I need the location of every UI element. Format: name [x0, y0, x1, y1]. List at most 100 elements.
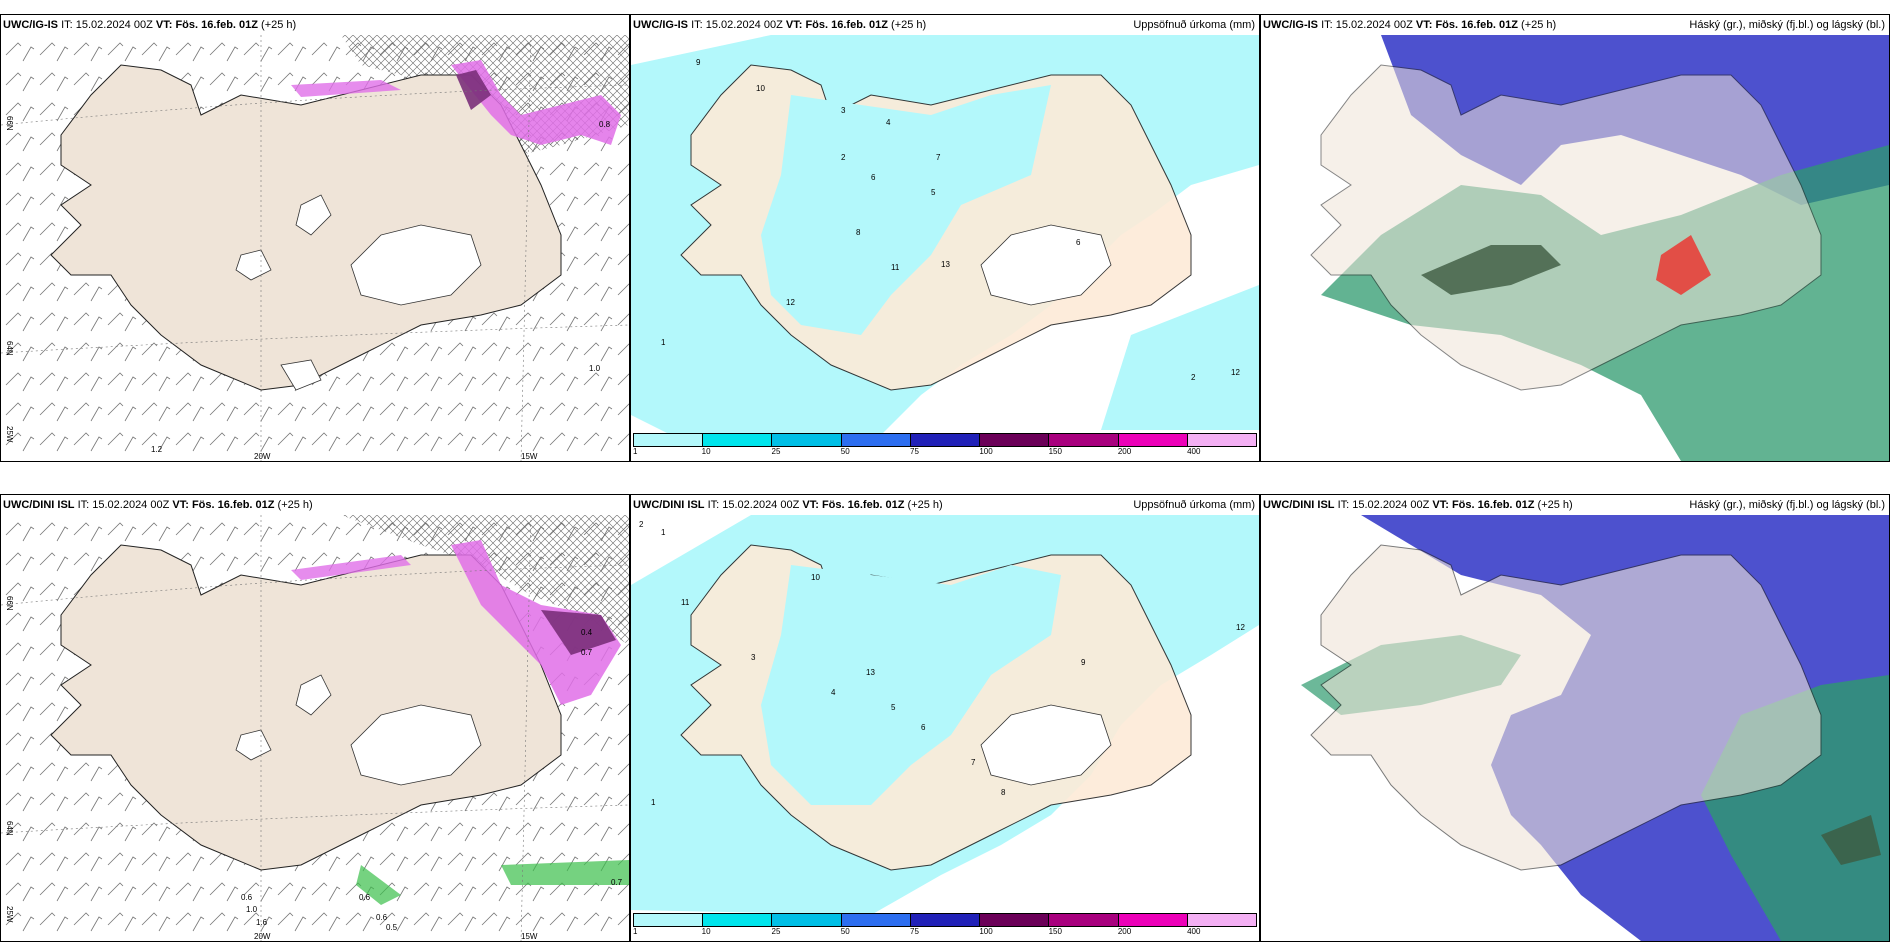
glacier-vatnajokull — [980, 224, 1112, 306]
colorbar-label: 200 — [1117, 927, 1132, 936]
colorbar-swatch — [703, 914, 773, 926]
value-label: 1.0 — [246, 905, 258, 914]
precip-over-land — [761, 85, 1051, 335]
panel-precip-ig-is: UWC/IG-IS IT: 15.02.2024 00Z VT: Fös. 16… — [630, 14, 1260, 462]
panel-wind-ig-is: UWC/IG-IS IT: 15.02.2024 00Z VT: Fös. 16… — [0, 14, 630, 462]
colorbar-label: 400 — [1187, 447, 1201, 456]
precip-value: 1 — [651, 798, 656, 807]
colorbar-swatch — [910, 914, 981, 926]
panel-header: UWC/IG-IS IT: 15.02.2024 00Z VT: Fös. 16… — [3, 19, 297, 31]
colorbar-label: 100 — [979, 927, 993, 936]
value-label: 0.7 — [611, 878, 623, 887]
map-wind-snow: 0.4 0.7 0.6 1.0 1.6 0.6 0.5 0.6 0.7 20W … — [1, 515, 629, 941]
colorbar-swatch — [980, 434, 1050, 446]
cloud-dense — [1421, 245, 1561, 295]
precip-value: 11 — [681, 598, 690, 607]
axis-label-15w: 15W — [521, 452, 538, 461]
axis-label-25w: 25W — [5, 426, 14, 443]
snow-area-dark — [456, 70, 491, 110]
colorbar-swatch — [634, 914, 704, 926]
panel-field-title: Uppsöfnuð úrkoma (mm) — [1133, 499, 1255, 511]
rain-area-s — [356, 865, 401, 905]
map-precip: 2 1 10 11 12 13 3 4 5 6 7 8 9 1 — [631, 515, 1259, 941]
snow-area — [451, 540, 621, 705]
precip-value: 9 — [1081, 658, 1086, 667]
precip-value: 12 — [1236, 623, 1245, 632]
panel-precip-dini-isl: UWC/DINI ISL IT: 15.02.2024 00Z VT: Fös.… — [630, 494, 1260, 942]
precip-value: 8 — [856, 228, 861, 237]
precip-value: 5 — [891, 703, 896, 712]
precip-value: 12 — [1231, 368, 1240, 377]
colorbar-label: 25 — [771, 927, 781, 936]
axis-label-64n: 64N — [5, 341, 14, 356]
colorbar-label: 50 — [840, 927, 850, 936]
panel-header: UWC/DINI ISL IT: 15.02.2024 00Z VT: Fös.… — [3, 499, 313, 511]
precip-value: 2 — [639, 520, 644, 529]
precip-area-se — [1101, 285, 1259, 430]
cloud-dense — [1821, 815, 1881, 865]
hatched-region — [341, 515, 629, 645]
colorbar-label: 1 — [633, 447, 638, 456]
glacier-vatnajokull — [980, 704, 1112, 786]
panel-field-title: Háský (gr.), miðský (fj.bl.) og lágský (… — [1689, 19, 1885, 31]
colorbar-label: 100 — [979, 447, 993, 456]
colorbar-swatch — [910, 434, 981, 446]
colorbar: 1 10 25 50 75 100 150 200 400 — [633, 433, 1257, 459]
axis-label-66n: 66N — [5, 116, 14, 131]
colorbar-label: 25 — [771, 447, 781, 456]
panel-field-title: Háský (gr.), miðský (fj.bl.) og lágský (… — [1689, 499, 1885, 511]
value-label: 1.2 — [151, 445, 163, 454]
axis-label-20w: 20W — [254, 932, 271, 941]
precip-value: 11 — [891, 263, 900, 272]
precip-value: 4 — [831, 688, 836, 697]
precip-over-land — [761, 565, 1061, 805]
colorbar-swatch — [1049, 434, 1119, 446]
rain-area — [501, 860, 629, 885]
value-label: 1.0 — [589, 364, 601, 373]
precip-value: 10 — [811, 573, 820, 582]
value-label: 0.7 — [581, 648, 593, 657]
value-label: 0.6 — [359, 893, 371, 902]
precip-value: 6 — [871, 173, 876, 182]
graticule — [1, 515, 629, 941]
axis-label-66n: 66N — [5, 596, 14, 611]
iceland-land — [1310, 544, 1822, 871]
colorbar-label: 200 — [1117, 447, 1132, 456]
map-wind-snow: 0.8 1.0 1.2 20W 15W 66N 64N 25W — [1, 35, 629, 461]
glacier-myrdalsjokull — [280, 359, 322, 391]
precip-value: 3 — [751, 653, 756, 662]
glacier-vatnajokull — [350, 704, 482, 786]
panel-cloud-dini-isl: UWC/DINI ISL IT: 15.02.2024 00Z VT: Fös.… — [1260, 494, 1890, 942]
value-label: 1.6 — [256, 918, 268, 927]
colorbar-label: 10 — [701, 447, 711, 456]
precip-value: 7 — [971, 758, 976, 767]
snow-strip — [291, 555, 411, 580]
snow-area — [451, 60, 621, 145]
colorbar-label: 50 — [840, 447, 850, 456]
colorbar-label: 75 — [910, 927, 919, 936]
iceland-land — [1310, 64, 1822, 391]
colorbar-label: 400 — [1187, 927, 1201, 936]
colorbar-swatch — [772, 914, 842, 926]
colorbar-swatch — [1187, 434, 1256, 446]
value-label: 0.5 — [386, 923, 398, 932]
value-label: 0.4 — [581, 628, 593, 637]
precip-value: 10 — [756, 84, 765, 93]
panel-cloud-ig-is: UWC/IG-IS IT: 15.02.2024 00Z VT: Fös. 16… — [1260, 14, 1890, 462]
map-cloud — [1261, 35, 1889, 461]
colorbar-label: 75 — [910, 447, 919, 456]
cloud-red — [1656, 235, 1711, 295]
colorbar-label: 150 — [1048, 927, 1062, 936]
colorbar-swatch — [1187, 914, 1256, 926]
snow-area-dark — [541, 610, 616, 655]
glacier-langjokull — [295, 674, 332, 716]
colorbar-swatch — [703, 434, 773, 446]
colorbar-swatch — [1118, 434, 1188, 446]
snow-strip — [291, 80, 401, 97]
precip-value: 6 — [1076, 238, 1081, 247]
axis-label-20w: 20W — [254, 452, 271, 461]
precip-value: 9 — [696, 58, 701, 67]
precip-value: 3 — [841, 106, 846, 115]
colorbar-label: 10 — [701, 927, 711, 936]
colorbar-swatch — [772, 434, 842, 446]
